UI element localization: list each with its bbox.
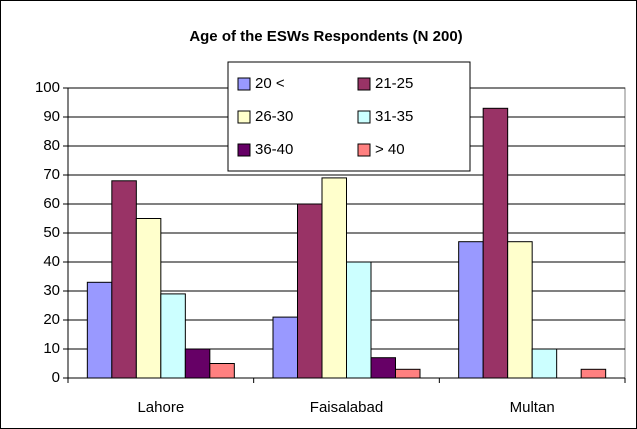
- y-tick-label: 60: [43, 195, 60, 212]
- bar: [184, 348, 211, 379]
- bar: [482, 107, 509, 379]
- y-tick-label: 70: [43, 166, 60, 183]
- x-tick-label: Multan: [510, 399, 555, 416]
- y-tick-label: 90: [43, 108, 60, 125]
- bar: [135, 218, 162, 379]
- legend-swatch: [357, 77, 371, 91]
- bar: [297, 203, 323, 379]
- y-tick-label: 80: [43, 137, 60, 154]
- legend-label: > 40: [375, 141, 405, 158]
- bar: [507, 241, 533, 379]
- legend-swatch: [357, 110, 371, 124]
- y-tick-label: 100: [35, 79, 60, 96]
- legend-label: 36-40: [255, 141, 293, 158]
- bar: [395, 368, 421, 379]
- legend-label: 31-35: [375, 108, 413, 125]
- bar: [458, 241, 484, 379]
- legend-swatch: [237, 77, 251, 91]
- legend-swatch: [237, 143, 251, 157]
- bar: [531, 348, 558, 379]
- y-tick-label: 20: [43, 311, 60, 328]
- y-tick-label: 30: [43, 282, 60, 299]
- bar: [209, 363, 235, 379]
- bar: [160, 293, 186, 379]
- legend-label: 26-30: [255, 108, 293, 125]
- y-tick-label: 10: [43, 340, 60, 357]
- bar: [370, 357, 396, 379]
- y-tick-label: 40: [43, 253, 60, 270]
- legend-swatch: [237, 110, 251, 124]
- bar: [580, 368, 607, 379]
- legend-label: 21-25: [375, 75, 413, 92]
- x-tick-label: Faisalabad: [310, 399, 383, 416]
- bar: [321, 177, 347, 379]
- bar: [86, 281, 113, 379]
- legend-swatch: [357, 143, 371, 157]
- x-tick-label: Lahore: [137, 399, 184, 416]
- y-tick-label: 0: [52, 369, 60, 386]
- bar: [272, 316, 298, 379]
- chart-title: Age of the ESWs Respondents (N 200): [189, 28, 462, 45]
- y-tick-label: 50: [43, 224, 60, 241]
- bar: [111, 180, 137, 379]
- bar: [346, 261, 372, 379]
- legend-label: 20 <: [255, 75, 285, 92]
- legend: [227, 61, 471, 172]
